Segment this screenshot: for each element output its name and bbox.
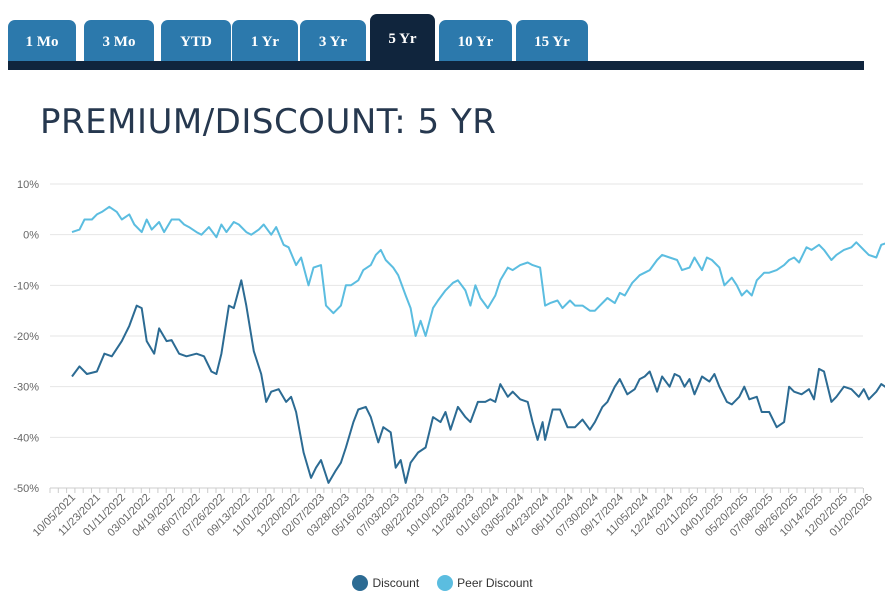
- legend-item-discount[interactable]: Discount: [352, 575, 419, 591]
- page-title: PREMIUM/DISCOUNT: 5 YR: [40, 102, 497, 142]
- y-tick-label: 0%: [23, 230, 39, 242]
- tab-3-yr[interactable]: 3 Yr: [300, 20, 366, 64]
- y-tick-label: -10%: [13, 280, 39, 292]
- discount-swatch-icon: [352, 575, 369, 591]
- legend-label-peer-discount: Peer Discount: [457, 576, 533, 590]
- y-tick-label: -40%: [13, 432, 39, 444]
- y-tick-label: -20%: [13, 331, 39, 343]
- legend-label-discount: Discount: [372, 576, 420, 590]
- y-tick-label: 10%: [17, 179, 39, 191]
- tab-10-yr[interactable]: 10 Yr: [439, 20, 512, 64]
- period-tabs: 1 Mo 3 Mo YTD 1 Yr 3 Yr 5 Yr 10 Yr 15 Yr: [8, 14, 864, 70]
- tab-1-yr[interactable]: 1 Yr: [232, 20, 298, 64]
- series-line-discount: [71, 279, 885, 484]
- y-tick-label: -30%: [13, 382, 39, 394]
- y-tick-label: -50%: [13, 483, 39, 495]
- tab-3-mo[interactable]: 3 Mo: [84, 20, 154, 64]
- tab-5-yr[interactable]: 5 Yr: [370, 14, 435, 64]
- series-line-peer-discount: [71, 205, 885, 337]
- tab-1-mo[interactable]: 1 Mo: [8, 20, 76, 64]
- legend-item-peer-discount[interactable]: Peer Discount: [437, 575, 533, 591]
- premium-discount-chart: 10%0%-10%-20%-30%-40%-50%10/05/202111/23…: [13, 179, 885, 539]
- tab-ytd[interactable]: YTD: [161, 20, 231, 64]
- tab-15-yr[interactable]: 15 Yr: [516, 20, 588, 64]
- chart-legend: Discount Peer Discount: [0, 575, 885, 591]
- peer-discount-swatch-icon: [437, 575, 454, 591]
- tab-underline: [8, 61, 864, 70]
